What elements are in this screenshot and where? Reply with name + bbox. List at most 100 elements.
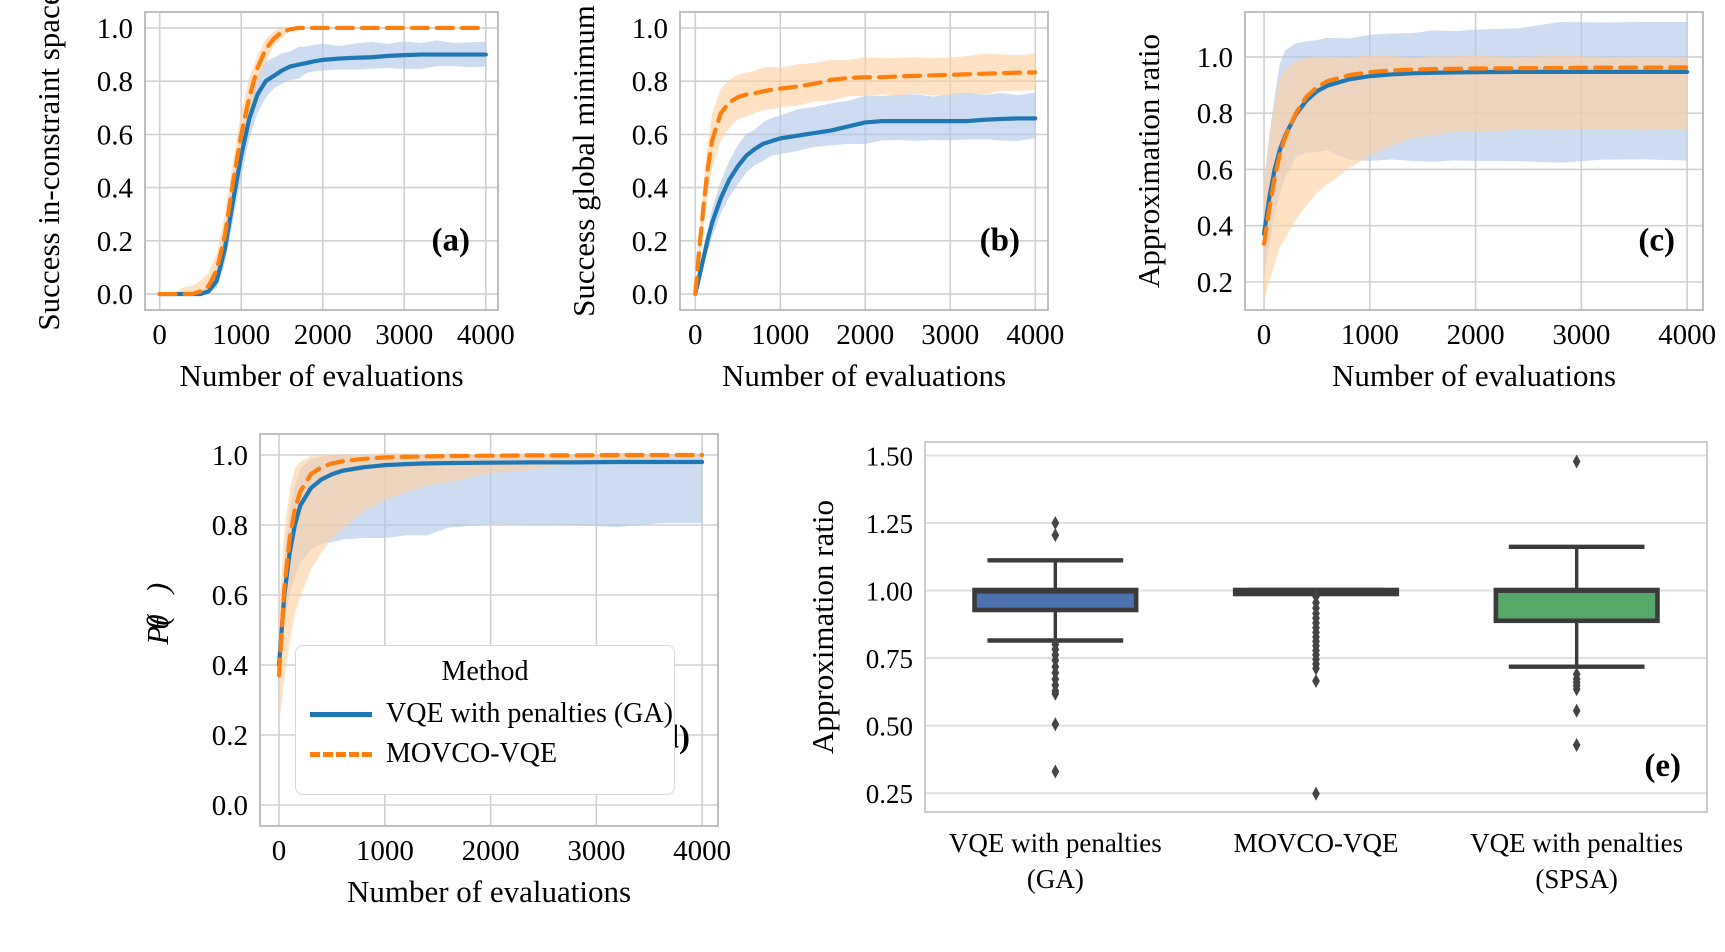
- x-tick-label: 4000: [1658, 319, 1716, 351]
- y-tick-label: 0.2: [97, 226, 133, 258]
- svg-text:P(: P(: [140, 614, 175, 646]
- outlier-marker: [1572, 738, 1581, 753]
- y-axis-label: Success global minimum: [566, 5, 601, 317]
- outlier-marker: [1051, 764, 1060, 779]
- svg-text:θ⃗: θ⃗: [140, 590, 175, 629]
- x-category-label: VQE with penalties: [1470, 828, 1683, 858]
- legend-item-vqe-penalties-ga[interactable]: VQE with penalties (GA): [296, 694, 674, 734]
- box-body: [1493, 587, 1660, 624]
- y-axis-label: P(θ⃗): [140, 583, 175, 646]
- panel-tag: (b): [980, 222, 1020, 258]
- legend-box: Method VQE with penalties (GA) MOVCO-VQE: [295, 645, 675, 795]
- y-axis-label: Approximation ratio: [1131, 34, 1166, 288]
- outlier-marker: [1051, 717, 1060, 732]
- y-tick-label: 0.6: [632, 119, 668, 151]
- y-tick-label: 1.0: [212, 440, 248, 472]
- x-axis-label: Number of evaluations: [1332, 358, 1616, 393]
- outlier-marker: [1051, 528, 1060, 543]
- axes-frame: [144, 11, 499, 311]
- y-tick-label: 1.0: [632, 13, 668, 45]
- series-line-orange: [1261, 65, 1690, 247]
- series-line-blue: [693, 116, 1038, 297]
- boxplot-group: [1232, 587, 1400, 801]
- boxplot-group: [1493, 454, 1660, 753]
- x-category-label: (SPSA): [1535, 864, 1618, 894]
- legend-item-label: VQE with penalties (GA): [386, 698, 673, 729]
- outlier-marker: [1572, 703, 1581, 718]
- panel-tag: (a): [432, 222, 470, 258]
- legend-item-label: MOVCO-VQE: [386, 738, 558, 769]
- svg-text:): ): [140, 583, 175, 595]
- legend-line-swatch: [310, 711, 372, 717]
- confidence-band-blue: [279, 452, 703, 667]
- x-axis-label: Number of evaluations: [722, 358, 1006, 393]
- x-tick-label: 1000: [751, 319, 809, 351]
- axes-frame: [679, 11, 1049, 311]
- x-tick-label: 3000: [921, 319, 979, 351]
- y-tick-label: 0.8: [97, 66, 133, 98]
- y-tick-label: 1.00: [866, 577, 913, 607]
- x-tick-label: 1000: [356, 835, 414, 867]
- outlier-marker: [1572, 454, 1581, 469]
- y-tick-label: 1.0: [97, 13, 133, 45]
- legend-line-swatch: [310, 751, 372, 757]
- x-tick-label: 4000: [457, 319, 515, 351]
- y-tick-label: 0.2: [212, 720, 248, 752]
- y-tick-label: 0.6: [97, 119, 133, 151]
- y-tick-label: 0.4: [1197, 211, 1234, 243]
- outlier-marker: [1572, 682, 1581, 697]
- y-tick-label: 0.4: [632, 173, 669, 205]
- x-tick-label: 0: [688, 319, 703, 351]
- y-tick-label: 0.8: [632, 66, 668, 98]
- x-tick-label: 1000: [1341, 319, 1399, 351]
- y-tick-label: 0.0: [212, 790, 248, 822]
- y-tick-label: 0.2: [1197, 267, 1233, 299]
- axes-frame: [924, 441, 1708, 813]
- chart-panel-panel-e: VQE with penalties (GA) MOVCO-VQE VQE with …: [740, 420, 1725, 952]
- x-tick-label: 4000: [1006, 319, 1064, 351]
- panel-tag: (e): [1644, 748, 1681, 784]
- x-category-label: VQE with penalties: [949, 828, 1162, 858]
- x-tick-label: 2000: [836, 319, 894, 351]
- x-axis-label: Number of evaluations: [179, 358, 463, 393]
- confidence-band-orange: [695, 53, 1036, 296]
- axes-frame: [1244, 11, 1704, 311]
- y-tick-label: 1.0: [1197, 42, 1233, 74]
- x-tick-label: 0: [152, 319, 167, 351]
- x-tick-label: 0: [1257, 319, 1272, 351]
- x-category-label: MOVCO-VQE: [1234, 828, 1399, 858]
- confidence-band-orange: [1264, 55, 1688, 301]
- y-tick-label: 0.75: [866, 644, 913, 674]
- chart-panel-panel-c: 0 1000 2000 3000 4000 0.2 0.4 0.6 0.8 1.0 Number o…: [1070, 0, 1725, 420]
- y-tick-label: 0.0: [632, 279, 668, 311]
- x-tick-label: 3000: [375, 319, 433, 351]
- y-tick-label: 0.0: [97, 279, 133, 311]
- chart-panel-panel-b: 0 1000 2000 3000 4000 0.0 0.2 0.4 0.6 0.8 1.0 Numbe…: [510, 0, 1070, 420]
- chart-panel-panel-a: 0 1000 2000 3000 4000 0.0 0.2 0.4 0.6 0.8 1.0 Numbe…: [0, 0, 520, 420]
- x-tick-label: 3000: [1552, 319, 1610, 351]
- outlier-marker: [1051, 686, 1060, 701]
- x-tick-label: 2000: [294, 319, 352, 351]
- y-tick-label: 0.6: [212, 580, 248, 612]
- x-tick-label: 3000: [567, 835, 625, 867]
- y-tick-label: 0.4: [97, 173, 134, 205]
- outlier-marker: [1051, 516, 1060, 531]
- x-category-label: (GA): [1027, 864, 1084, 894]
- axes-frame: [259, 433, 719, 827]
- series-line-orange: [276, 452, 705, 678]
- legend-item-movco-vqe[interactable]: MOVCO-VQE: [296, 734, 674, 774]
- series-line-orange: [157, 25, 488, 297]
- y-tick-label: 0.2: [632, 226, 668, 258]
- boxplot-group: [972, 516, 1139, 779]
- y-tick-label: 0.6: [1197, 154, 1233, 186]
- x-tick-label: 0: [272, 835, 287, 867]
- x-tick-label: 2000: [462, 835, 520, 867]
- y-axis-label: Approximation ratio: [805, 500, 840, 754]
- confidence-band-blue: [159, 40, 486, 296]
- y-tick-label: 0.4: [212, 650, 249, 682]
- y-tick-label: 0.25: [866, 779, 913, 809]
- series-line-blue: [157, 52, 488, 297]
- legend-title: Method: [441, 656, 529, 687]
- y-tick-label: 0.8: [212, 510, 248, 542]
